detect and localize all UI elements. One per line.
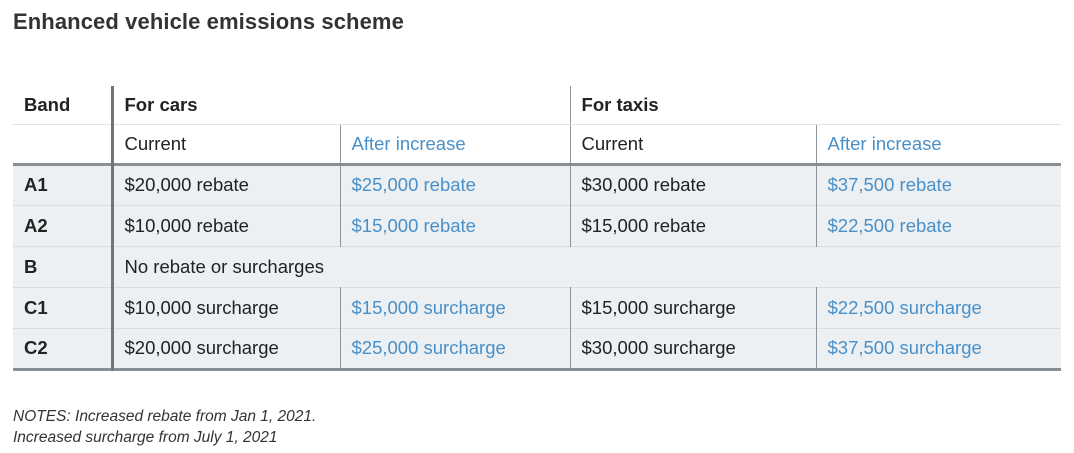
car-current-cell: $20,000 rebate [112,164,341,205]
car-after-cell: $15,000 surcharge [340,287,571,328]
car-current-cell: $20,000 surcharge [112,328,341,369]
taxis-header: For taxis [570,86,1062,125]
table-header-row: Band For cars For taxis [13,86,1062,125]
car-after-cell: $25,000 surcharge [340,328,571,369]
table-row: A1 $20,000 rebate $25,000 rebate $30,000… [13,164,1062,205]
table-row: C2 $20,000 surcharge $25,000 surcharge $… [13,328,1062,369]
table-row: A2 $10,000 rebate $15,000 rebate $15,000… [13,205,1062,246]
taxi-current-cell: $15,000 rebate [570,205,817,246]
cars-current-header: Current [112,124,341,164]
band-cell: C2 [13,328,114,369]
table-subheader-row: Current After increase Current After inc… [13,124,1062,164]
page-title: Enhanced vehicle emissions scheme [13,9,404,34]
taxi-after-cell: $22,500 surcharge [827,296,982,318]
table-row: B No rebate or surcharges [13,246,1062,287]
band-b-note-cell: No rebate or surcharges [124,255,325,277]
band-cell: A2 [13,205,114,246]
taxi-after-cell: $37,500 rebate [827,174,952,195]
car-after-cell: $15,000 rebate [340,205,571,246]
band-header: Band [13,86,114,125]
band-subheader-empty [13,124,114,164]
notes: NOTES: Increased rebate from Jan 1, 2021… [13,406,316,448]
taxis-after-header: After increase [827,132,942,154]
band-cell: C1 [13,287,114,328]
car-after-cell: $25,000 rebate [340,164,571,205]
emissions-table: Band For cars For taxis Current After in… [13,86,1062,371]
taxi-current-cell: $15,000 surcharge [570,287,817,328]
car-current-cell: $10,000 rebate [112,205,341,246]
taxi-after-cell: $22,500 rebate [827,214,952,236]
taxis-current-header: Current [570,124,817,164]
band-cell: A1 [13,164,114,205]
taxi-current-cell: $30,000 surcharge [570,328,817,369]
car-current-cell: $10,000 surcharge [112,287,341,328]
band-cell: B [13,246,114,287]
notes-line-2: Increased surcharge from July 1, 2021 [13,429,278,446]
notes-line-1: NOTES: Increased rebate from Jan 1, 2021… [13,408,317,425]
taxi-current-cell: $30,000 rebate [570,164,817,205]
cars-after-header: After increase [340,124,571,164]
taxi-after-cell: $37,500 surcharge [827,337,982,358]
cars-header: For cars [112,86,571,125]
table-row: C1 $10,000 surcharge $15,000 surcharge $… [13,287,1062,328]
